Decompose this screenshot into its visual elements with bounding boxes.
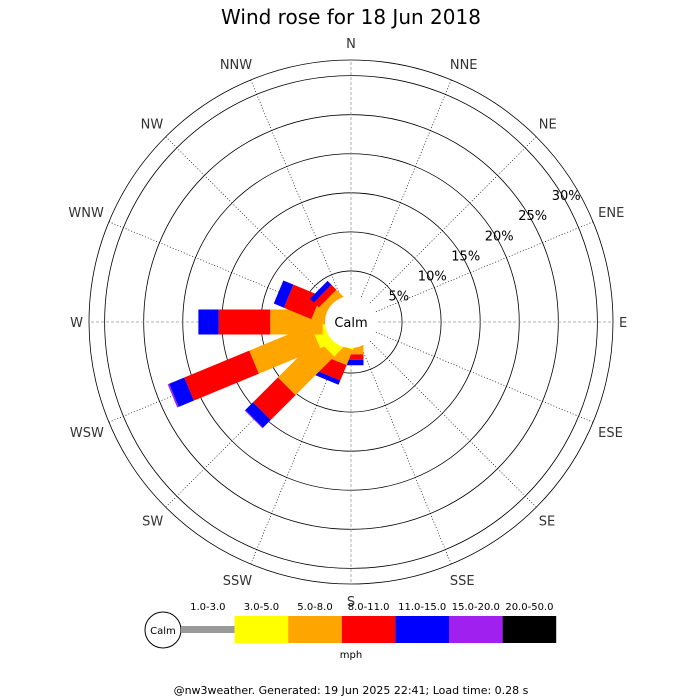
legend-bin-label: 15.0-20.0 xyxy=(452,602,500,613)
direction-label-wnw: WNW xyxy=(68,206,104,221)
legend-swatch-3 xyxy=(341,616,396,643)
legend-swatch-5 xyxy=(449,616,503,643)
legend-swatch-2 xyxy=(288,616,342,643)
petal-wsw-bin-4 xyxy=(169,377,194,407)
direction-label-wsw: WSW xyxy=(70,426,104,441)
footer-text: @nw3weather. Generated: 19 Jun 2025 22:4… xyxy=(174,684,529,697)
petal-wsw-bin-2 xyxy=(249,325,321,374)
direction-label-w: W xyxy=(70,316,83,331)
direction-label-nne: NNE xyxy=(450,58,478,73)
grid-circle xyxy=(88,59,614,585)
radial-tick-label: 5% xyxy=(388,290,409,305)
direction-label-e: E xyxy=(619,316,627,331)
legend-bin-label: 8.0-11.0 xyxy=(348,602,390,613)
calm-center: Calm xyxy=(325,296,377,348)
petal-sw-bin-5 xyxy=(244,410,263,429)
calm-circle xyxy=(325,296,377,348)
spoke-se xyxy=(359,330,537,508)
spoke-nw xyxy=(165,136,343,314)
petal-wsw-bin-5 xyxy=(167,383,179,408)
legend-calm-label: Calm xyxy=(150,626,176,637)
legend-bin-label: 3.0-5.0 xyxy=(244,602,279,613)
legend-swatch-1 xyxy=(234,616,289,643)
direction-label-sse: SSE xyxy=(450,574,475,589)
direction-label-se: SE xyxy=(539,515,555,530)
radial-tick-label: 15% xyxy=(451,249,480,264)
petal-wnw-bin-3 xyxy=(283,284,321,320)
legend-bin-label: 5.0-8.0 xyxy=(297,602,332,613)
direction-label-ne: NE xyxy=(539,117,557,132)
direction-label-nnw: NNW xyxy=(220,58,252,73)
radial-tick-label: 10% xyxy=(418,270,447,285)
chart-title: Wind rose for 18 Jun 2018 xyxy=(221,5,481,29)
spoke-ese xyxy=(361,326,594,423)
direction-label-ene: ENE xyxy=(598,206,624,221)
grid-circle xyxy=(104,75,598,569)
petal-w-bin-4 xyxy=(198,309,219,335)
radial-tick-label: 30% xyxy=(552,189,581,204)
direction-label-n: N xyxy=(346,37,356,52)
legend-bin-label: 20.0-50.0 xyxy=(505,602,553,613)
direction-label-nw: NW xyxy=(141,117,164,132)
petal-nw-bin-2 xyxy=(318,289,345,316)
spoke-nnw xyxy=(250,79,347,312)
calm-label: Calm xyxy=(334,316,367,331)
legend-bin-label: 1.0-3.0 xyxy=(190,602,225,613)
radial-tick-labels: 5% 10% 15% 20% 25% 30% xyxy=(388,189,580,305)
speed-legend: Calm 1.0-3.0 3.0-5.0 5.0-8.0 8.0-11.0 11.0-1… xyxy=(144,602,557,661)
legend-swatch-6 xyxy=(502,616,557,643)
legend-unit-label: mph xyxy=(340,650,362,661)
legend-swatch-4 xyxy=(395,616,449,643)
direction-labels: N NNE NE ENE E ESE SE SSE S SSW SW WSW W WNW NW NNW xyxy=(68,37,627,610)
radial-tick-label: 25% xyxy=(518,209,547,224)
petal-sw-bin-3 xyxy=(253,377,296,420)
petal-ssw-bin-4 xyxy=(315,370,341,385)
petal-nw-bin-3 xyxy=(313,284,337,308)
spoke-ne xyxy=(359,136,537,314)
spoke-sse xyxy=(355,332,452,565)
petal-wsw-bin-3 xyxy=(184,350,259,401)
radial-tick-label: 20% xyxy=(485,229,514,244)
petal-w-bin-3 xyxy=(218,309,271,335)
petal-wnw-bin-4 xyxy=(273,280,294,308)
direction-label-sw: SW xyxy=(142,515,163,530)
petal-nw-bin-4 xyxy=(309,280,332,303)
direction-label-ese: ESE xyxy=(598,426,623,441)
legend-swatch-0 xyxy=(181,626,235,633)
legend-bin-label: 11.0-15.0 xyxy=(398,602,446,613)
petal-sw-bin-2 xyxy=(277,338,335,396)
direction-label-s: S xyxy=(347,595,355,610)
petal-sw-bin-4 xyxy=(245,402,271,428)
direction-label-ssw: SSW xyxy=(223,574,253,589)
